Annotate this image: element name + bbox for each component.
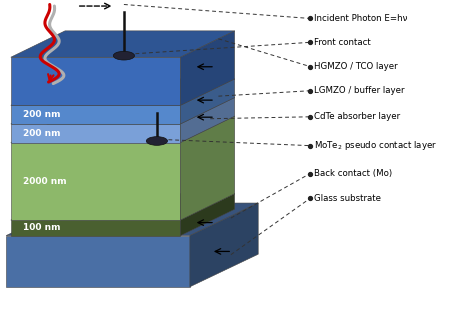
- Polygon shape: [181, 116, 235, 220]
- Polygon shape: [11, 31, 235, 57]
- Polygon shape: [190, 203, 258, 287]
- Ellipse shape: [146, 137, 167, 145]
- Text: Back contact (Mo): Back contact (Mo): [314, 169, 392, 178]
- Polygon shape: [11, 220, 181, 236]
- Polygon shape: [181, 98, 235, 142]
- Text: CdTe absorber layer: CdTe absorber layer: [314, 112, 400, 121]
- Polygon shape: [11, 124, 181, 142]
- Text: 200 nm: 200 nm: [23, 110, 60, 119]
- Text: MoTe$_2$ pseudo contact layer: MoTe$_2$ pseudo contact layer: [314, 139, 437, 152]
- Text: Glass substrate: Glass substrate: [314, 194, 381, 203]
- Text: 2000 nm: 2000 nm: [23, 177, 66, 186]
- Text: 100 nm: 100 nm: [23, 223, 60, 232]
- Text: Front contact: Front contact: [314, 38, 371, 47]
- Text: Incident Photon E=hν: Incident Photon E=hν: [314, 14, 407, 23]
- Polygon shape: [11, 105, 181, 124]
- Polygon shape: [11, 116, 235, 142]
- Polygon shape: [11, 98, 235, 124]
- Text: HGMZO / TCO layer: HGMZO / TCO layer: [314, 62, 397, 71]
- Polygon shape: [11, 194, 235, 220]
- Polygon shape: [181, 31, 235, 105]
- Text: 200 nm: 200 nm: [23, 129, 60, 138]
- Ellipse shape: [113, 51, 135, 60]
- Polygon shape: [6, 203, 258, 236]
- Polygon shape: [6, 236, 190, 287]
- Polygon shape: [11, 142, 181, 220]
- Text: LGMZO / buffer layer: LGMZO / buffer layer: [314, 86, 404, 95]
- Polygon shape: [11, 57, 181, 105]
- Polygon shape: [181, 194, 235, 236]
- Polygon shape: [11, 79, 235, 105]
- Polygon shape: [181, 79, 235, 124]
